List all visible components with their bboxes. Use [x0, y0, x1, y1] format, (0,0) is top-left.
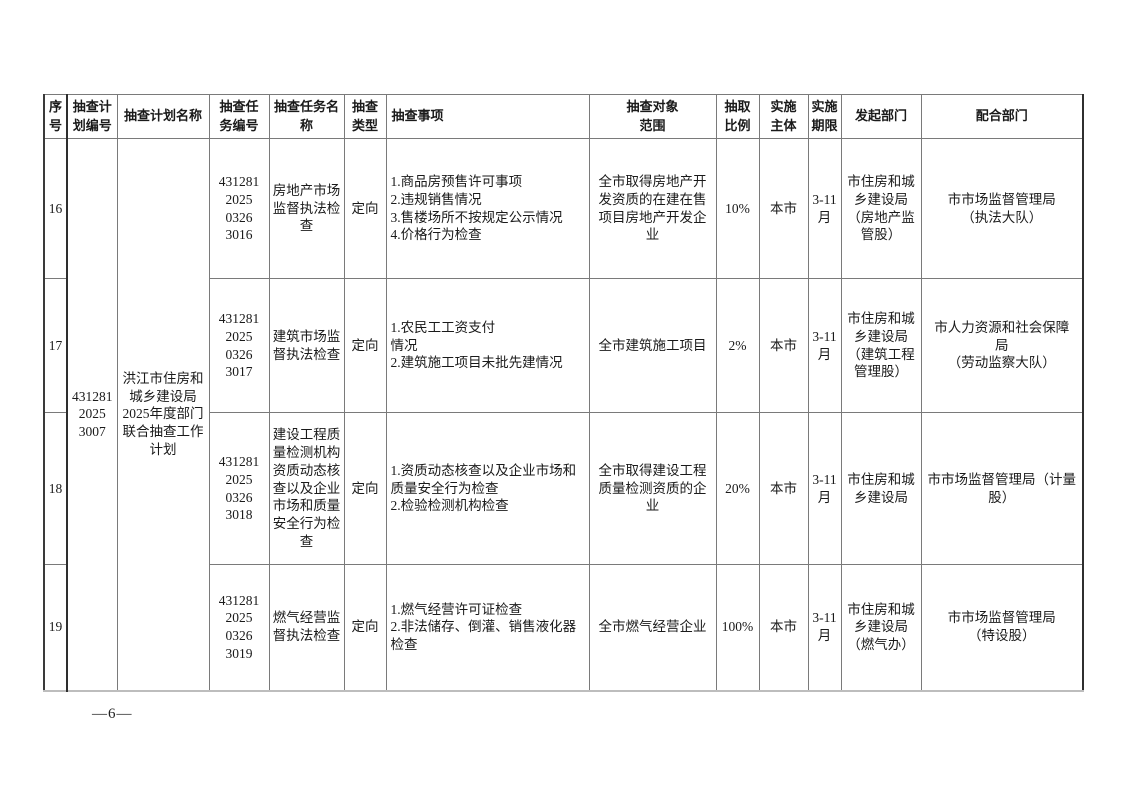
cell-scope: 全市建筑施工项目	[588, 278, 717, 413]
col-header-ratio: 抽取 比例	[715, 94, 760, 139]
cell-period: 3-11月	[807, 564, 842, 691]
cell-items: 1.商品房预售许可事项 2.违规销售情况 3.售楼场所不按规定公示情况 4.价格…	[385, 138, 590, 279]
cell-period: 3-11月	[807, 412, 842, 565]
col-header-initiator: 发起部门	[840, 94, 922, 139]
cell-items: 1.燃气经营许可证检查 2.非法储存、倒灌、销售液化器 检查	[385, 564, 590, 691]
cell-cooperator: 市人力资源和社会保障 局 （劳动监察大队）	[920, 278, 1084, 413]
cell-type: 定向	[343, 138, 387, 279]
cell-ratio: 10%	[715, 138, 760, 279]
col-header-seq: 序 号	[43, 94, 68, 139]
cell-ratio: 100%	[715, 564, 760, 691]
table-row-19: 19 431281 2025 0326 3019 燃气经营监督执法检查 定向 1…	[43, 564, 1084, 691]
cell-type: 定向	[343, 564, 387, 691]
cell-seq: 19	[43, 564, 68, 691]
col-header-plan-name: 抽查计划名称	[116, 94, 210, 139]
cell-period: 3-11月	[807, 278, 842, 413]
cell-initiator: 市住房和城 乡建设局 （房地产监 管股）	[840, 138, 922, 279]
cell-task-name: 燃气经营监督执法检查	[268, 564, 345, 691]
cell-task-id: 431281 2025 0326 3019	[208, 564, 270, 691]
cell-scope: 全市取得建设工程质量检测资质的企业	[588, 412, 717, 565]
col-header-scope: 抽查对象 范围	[588, 94, 717, 139]
cell-period: 3-11月	[807, 138, 842, 279]
cell-seq: 17	[43, 278, 68, 413]
cell-cooperator: 市市场监督管理局 （执法大队）	[920, 138, 1084, 279]
cell-initiator: 市住房和城 乡建设局 （燃气办）	[840, 564, 922, 691]
cell-task-name: 建筑市场监督执法检查	[268, 278, 345, 413]
table-row-18: 18 431281 2025 0326 3018 建设工程质量检测机构资质动态核…	[43, 412, 1084, 565]
cell-ratio: 2%	[715, 278, 760, 413]
cell-scope: 全市燃气经营企业	[588, 564, 717, 691]
cell-items: 1.农民工工资支付 情况 2.建筑施工项目未批先建情况	[385, 278, 590, 413]
cell-plan-name: 洪江市住房和 城乡建设局 2025年度部门 联合抽查工作 计划	[116, 138, 210, 691]
cell-type: 定向	[343, 412, 387, 565]
col-header-task-name: 抽查任务名 称	[268, 94, 345, 139]
cell-subject: 本市	[758, 412, 809, 565]
cell-initiator: 市住房和城 乡建设局 （建筑工程 管理股）	[840, 278, 922, 413]
table-row-16: 16 431281 2025 3007 洪江市住房和 城乡建设局 2025年度部…	[43, 138, 1084, 691]
cell-scope: 全市取得房地产开发资质的在建在售项目房地产开发企业	[588, 138, 717, 279]
cell-subject: 本市	[758, 138, 809, 279]
cell-items: 1.资质动态核查以及企业市场和 质量安全行为检查 2.检验检测机构检查	[385, 412, 590, 565]
col-header-items: 抽查事项	[385, 94, 590, 139]
table-header-row: 序 号 抽查计 划编号 抽查计划名称 抽查任 务编号 抽查任务名 称 抽查 类型…	[43, 94, 1084, 139]
cell-subject: 本市	[758, 564, 809, 691]
cell-cooperator: 市市场监督管理局（计量 股）	[920, 412, 1084, 565]
cell-initiator: 市住房和城 乡建设局	[840, 412, 922, 565]
col-header-cooperator: 配合部门	[920, 94, 1084, 139]
table-row-17: 17 431281 2025 0326 3017 建筑市场监督执法检查 定向 1…	[43, 278, 1084, 413]
cell-task-id: 431281 2025 0326 3018	[208, 412, 270, 565]
col-header-task-id: 抽查任 务编号	[208, 94, 270, 139]
cell-task-name: 建设工程质量检测机构资质动态核查以及企业市场和质量安全行为检查	[268, 412, 345, 565]
cell-cooperator: 市市场监督管理局 （特设股）	[920, 564, 1084, 691]
col-header-plan-id: 抽查计 划编号	[66, 94, 118, 139]
cell-task-id: 431281 2025 0326 3017	[208, 278, 270, 413]
cell-subject: 本市	[758, 278, 809, 413]
col-header-subject: 实施 主体	[758, 94, 809, 139]
cell-ratio: 20%	[715, 412, 760, 565]
cell-seq: 18	[43, 412, 68, 565]
cell-task-id: 431281 2025 0326 3016	[208, 138, 270, 279]
cell-plan-id: 431281 2025 3007	[66, 138, 118, 691]
inspection-plan-table: 序 号 抽查计 划编号 抽查计划名称 抽查任 务编号 抽查任务名 称 抽查 类型…	[43, 94, 1084, 692]
cell-task-name: 房地产市场监督执法检查	[268, 138, 345, 279]
cell-type: 定向	[343, 278, 387, 413]
col-header-type: 抽查 类型	[343, 94, 387, 139]
page-number: —6—	[92, 706, 133, 722]
col-header-period: 实施 期限	[807, 94, 842, 139]
cell-seq: 16	[43, 138, 68, 279]
